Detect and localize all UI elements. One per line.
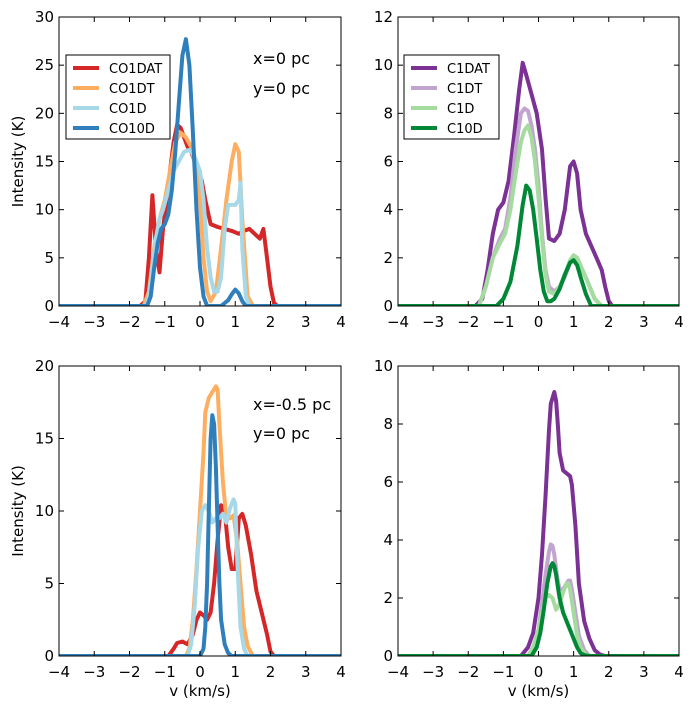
y-tick-label: 2 [383, 249, 393, 267]
chart-panel-4: −4 −3 −2 −1 0 1 2 3 4 0 2 4 6 8 10 v (km/s) [374, 357, 684, 700]
x-tick-label: 1 [569, 313, 579, 331]
x-tick-label: 3 [301, 663, 311, 681]
x-tick-label: 4 [674, 313, 684, 331]
legend: CO1DAT CO1DT CO1D CO10D [65, 54, 171, 140]
y-tick-label: 15 [35, 430, 54, 448]
y-tick-label: 0 [383, 647, 393, 665]
series-line-c1dat [398, 60, 679, 306]
x-tick-label: −3 [83, 663, 105, 681]
y-tick-label: 10 [35, 502, 54, 520]
y-tick-label: 4 [383, 531, 393, 549]
x-tick-label: 1 [569, 663, 579, 681]
series-line-co1d [59, 147, 341, 306]
legend: C1DAT C1DT C1D C10D [403, 54, 500, 140]
legend-label: CO1D [109, 102, 147, 117]
x-tick-label: 3 [301, 313, 311, 331]
x-tick-label: −1 [492, 313, 514, 331]
y-tick-label: 20 [35, 104, 54, 122]
y-tick-label: 5 [44, 575, 54, 593]
y-tick-label: 2 [383, 589, 393, 607]
x-tick-label: −2 [457, 313, 479, 331]
legend-label: C10D [447, 122, 483, 137]
annotation-text: y=0 pc [253, 424, 310, 443]
x-tick-label: −4 [387, 663, 409, 681]
annotation-text: x=0 pc [253, 49, 310, 68]
plot-frame [397, 365, 680, 657]
x-tick-label: −1 [492, 663, 514, 681]
y-tick-label: 0 [383, 297, 393, 315]
y-tick-label: 4 [383, 201, 393, 219]
x-tick-label: 1 [230, 663, 240, 681]
legend-label: CO1DAT [109, 62, 162, 77]
x-tick-label: −4 [48, 663, 70, 681]
x-tick-label: 4 [336, 663, 346, 681]
legend-label: CO10D [109, 122, 155, 137]
series-line-co1d [59, 497, 341, 656]
series-line-co10d [59, 413, 341, 656]
series-line-c10d [398, 183, 679, 306]
legend-label: CO1DT [109, 82, 155, 97]
y-tick-label: 12 [374, 8, 393, 26]
y-tick-label: 15 [35, 153, 54, 171]
chart-panel-1: −4 −3 −2 −1 0 1 2 3 4 0 5 10 15 20 25 30 Intensity (K) x=… [9, 8, 346, 331]
x-tick-label: 0 [195, 313, 205, 331]
x-tick-label: 2 [266, 663, 276, 681]
y-tick-label: 8 [383, 104, 393, 122]
x-tick-label: −3 [422, 663, 444, 681]
series-line-c1dat [398, 390, 679, 656]
x-tick-label: −1 [154, 313, 176, 331]
series-line-co1dat [59, 503, 341, 656]
x-axis-label: v (km/s) [508, 682, 570, 700]
y-tick-label: 5 [44, 249, 54, 267]
x-axis-label: v (km/s) [169, 682, 231, 700]
x-tick-label: −2 [457, 663, 479, 681]
legend-label: C1D [447, 102, 474, 117]
y-tick-label: 30 [35, 8, 54, 26]
y-tick-label: 8 [383, 415, 393, 433]
y-tick-label: 0 [44, 647, 54, 665]
x-tick-label: −2 [118, 313, 140, 331]
y-tick-label: 6 [383, 153, 393, 171]
x-tick-label: −1 [154, 663, 176, 681]
y-tick-label: 0 [44, 297, 54, 315]
y-tick-label: 10 [374, 56, 393, 74]
series-line-c10d [398, 561, 679, 656]
x-tick-label: 2 [266, 313, 276, 331]
x-tick-label: −4 [387, 313, 409, 331]
x-tick-label: 4 [674, 663, 684, 681]
x-tick-label: 2 [604, 663, 614, 681]
x-tick-label: 4 [336, 313, 346, 331]
x-tick-label: −2 [118, 663, 140, 681]
series-line-co10d [59, 37, 341, 306]
x-tick-label: 1 [230, 313, 240, 331]
x-tick-label: 3 [639, 313, 649, 331]
x-tick-label: −3 [422, 313, 444, 331]
x-tick-label: 0 [534, 313, 544, 331]
legend-label: C1DAT [447, 62, 490, 77]
x-tick-label: 0 [534, 663, 544, 681]
chart-panel-3: −4 −3 −2 −1 0 1 2 3 4 0 5 10 15 20 Intensity (K) v (km/… [9, 357, 346, 700]
series-line-c1d [398, 123, 679, 306]
y-axis-label: Intensity (K) [9, 465, 27, 557]
y-axis-label: Intensity (K) [9, 116, 27, 208]
x-tick-label: 3 [639, 663, 649, 681]
y-tick-label: 25 [35, 56, 54, 74]
annotation-text: y=0 pc [253, 79, 310, 98]
x-tick-label: 0 [195, 663, 205, 681]
x-tick-label: −4 [48, 313, 70, 331]
y-tick-label: 20 [35, 357, 54, 375]
y-tick-label: 10 [374, 357, 393, 375]
y-tick-label: 10 [35, 201, 54, 219]
annotation-text: x=-0.5 pc [253, 395, 331, 414]
legend-label: C1DT [447, 82, 482, 97]
x-tick-label: 2 [604, 313, 614, 331]
y-tick-label: 6 [383, 473, 393, 491]
x-tick-label: −3 [83, 313, 105, 331]
